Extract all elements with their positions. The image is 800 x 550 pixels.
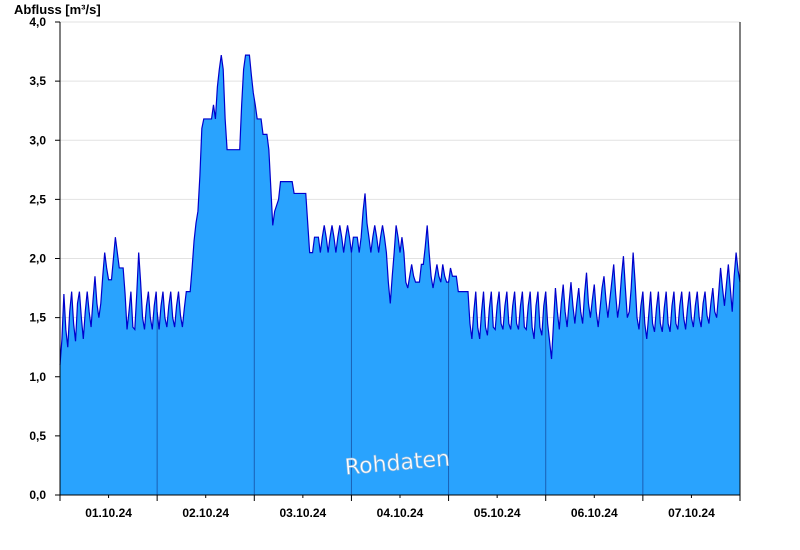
y-tick-label: 4,0 [29,15,46,29]
y-axis-ticks: 0,0 0,5 1,0 1,5 2,0 2,5 3,0 3,5 4,0 [29,15,60,502]
y-tick-label: 2,0 [29,252,46,266]
y-tick-label: 0,0 [29,488,46,502]
x-axis-ticks: 01.10.24 02.10.24 03.10.24 04.10.24 05.10.24… [59,495,741,520]
day-separator-lines [156,98,644,495]
x-tick-label: 04.10.24 [377,506,424,520]
y-tick-label: 2,5 [29,192,46,206]
x-tick-label: 03.10.24 [279,506,326,520]
x-tick-label: 06.10.24 [571,506,618,520]
x-tick-label: 07.10.24 [668,506,715,520]
y-tick-label: 1,0 [29,370,46,384]
x-tick-label: 02.10.24 [182,506,229,520]
y-axis-label: Abfluss [m³/s] [14,2,101,17]
x-tick-label: 05.10.24 [474,506,521,520]
discharge-line [59,54,741,365]
y-tick-label: 1,5 [29,311,46,325]
y-tick-label: 3,5 [29,74,46,88]
y-tick-label: 0,5 [29,429,46,443]
y-tick-label: 3,0 [29,133,46,147]
discharge-area [60,55,740,496]
x-tick-label: 01.10.24 [85,506,132,520]
